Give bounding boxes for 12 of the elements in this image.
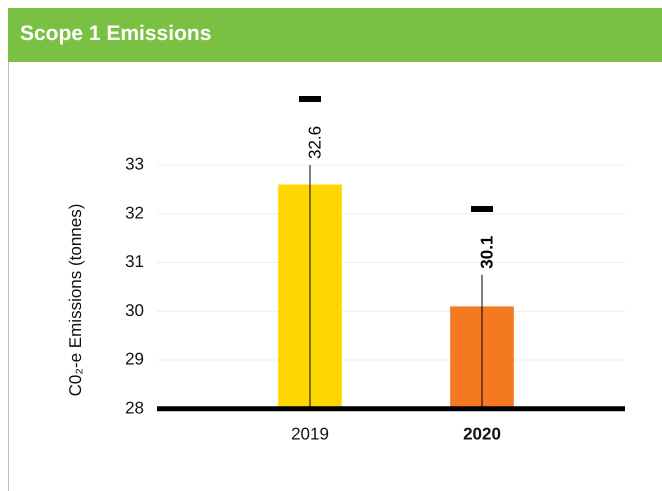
- y-tick-label: 28: [125, 398, 144, 418]
- y-tick-label: 30: [125, 300, 144, 320]
- y-axis-title: C0₂-e Emissions (tonnes): [66, 204, 86, 396]
- y-tick-label: 31: [125, 252, 144, 272]
- y-tick-label: 33: [125, 154, 144, 174]
- y-tick-label: 29: [125, 350, 144, 369]
- x-tick-label: 2019: [291, 424, 329, 444]
- chart-title: Scope 1 Emissions: [20, 22, 212, 46]
- data-label: 32.6: [306, 126, 325, 159]
- y-tick-label: 32: [125, 203, 144, 222]
- data-label: 30.1: [478, 236, 497, 269]
- x-tick-label: 2020: [463, 424, 501, 444]
